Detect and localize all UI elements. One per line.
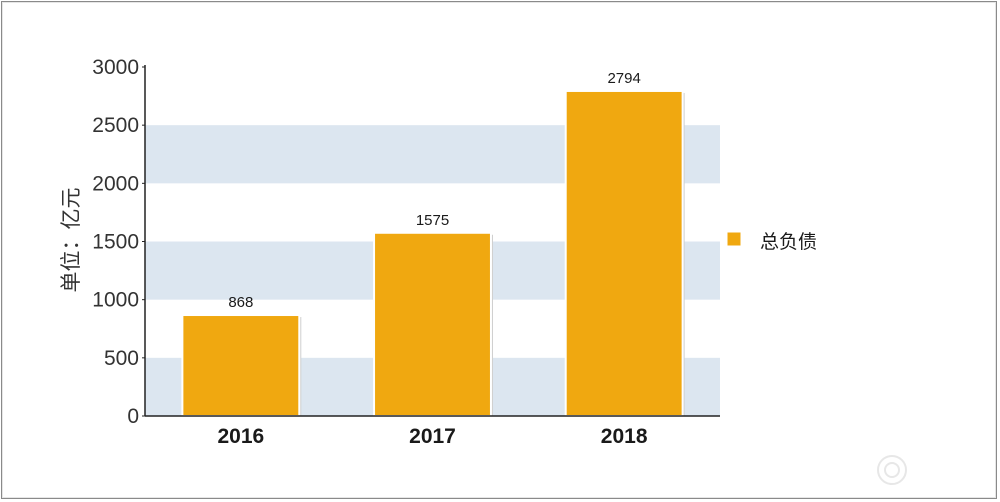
bars	[181, 89, 685, 418]
bar-2017	[373, 231, 492, 417]
y-tick-label: 2500	[92, 114, 139, 137]
data-label-2017: 1575	[416, 212, 449, 229]
data-label-2016: 868	[228, 294, 253, 311]
y-axis-label: 单位：亿元	[60, 188, 83, 293]
x-tick-label-2018: 2018	[601, 425, 648, 448]
x-tick-labels: 2016 2017 2018	[217, 425, 647, 448]
y-tick-label: 500	[104, 347, 139, 370]
y-tick-label: 1000	[92, 289, 139, 312]
data-label-2018: 2794	[607, 70, 640, 87]
y-tick-label: 3000	[92, 56, 139, 79]
legend-label-total-liabilities: 总负债	[760, 231, 817, 253]
legend: 总负债	[726, 231, 817, 253]
watermark-logo	[877, 455, 907, 485]
x-tick-label-2017: 2017	[409, 425, 456, 448]
y-tick-label: 2000	[92, 172, 139, 195]
data-labels: 868 1575 2794	[228, 70, 641, 311]
bar-2016	[181, 314, 301, 418]
x-tick-label-2016: 2016	[217, 425, 264, 448]
y-tick-labels: 0 500 1000 1500 2000 2500 3000	[92, 56, 145, 428]
legend-swatch-total-liabilities	[726, 231, 742, 247]
y-tick-label: 1500	[92, 231, 139, 254]
bar-2018	[564, 89, 684, 418]
y-tick-label: 0	[127, 405, 139, 428]
